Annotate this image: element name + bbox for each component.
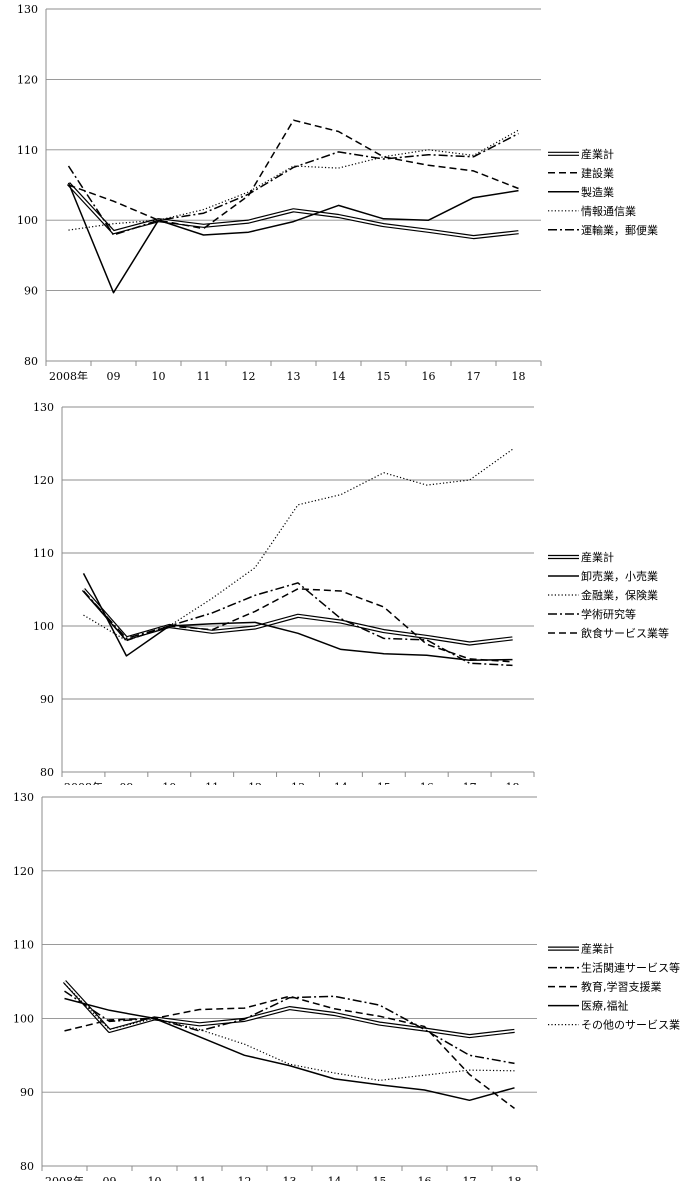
x-tick-label: 12 <box>238 1175 252 1181</box>
x-tick-label: 09 <box>107 370 121 380</box>
legend-label-4: 学術研究等 <box>581 607 636 621</box>
x-tick-label: 17 <box>463 781 477 785</box>
legend-label-1: 産業計 <box>581 147 614 161</box>
y-tick-label: 90 <box>24 285 38 298</box>
series-line-3 <box>64 995 515 1109</box>
x-tick-label: 18 <box>508 1175 522 1181</box>
series-line-2 <box>64 990 515 1065</box>
x-tick-label: 13 <box>287 370 301 380</box>
series-line-1-inner <box>82 588 513 645</box>
y-tick-label: 80 <box>40 766 54 779</box>
legend-label-2: 生活関連サービス等 <box>581 961 680 975</box>
legend-label-3: 金融業，保険業 <box>581 588 658 602</box>
y-tick-label: 110 <box>17 144 38 157</box>
series-line-3 <box>83 448 513 642</box>
x-tick-label: 15 <box>377 781 391 785</box>
x-tick-label: 12 <box>242 370 256 380</box>
x-tick-label: 11 <box>193 1175 207 1181</box>
x-tick-label: 2008年 <box>45 1174 84 1181</box>
series-line-5 <box>67 132 519 236</box>
series-line-2 <box>82 573 513 662</box>
y-tick-label: 120 <box>13 865 34 878</box>
legend-label-2: 建設業 <box>581 166 614 180</box>
x-tick-label: 09 <box>119 781 133 785</box>
legend-label-5: 飲食サービス業等 <box>581 626 669 640</box>
x-tick-label: 18 <box>512 370 526 380</box>
x-tick-label: 11 <box>205 781 219 785</box>
series-line-2 <box>68 119 519 230</box>
x-tick-label: 17 <box>463 1175 477 1181</box>
x-tick-label: 13 <box>291 781 305 785</box>
legend-label-5: その他のサービス業 <box>581 1019 680 1032</box>
legend-label-1: 産業計 <box>581 550 614 564</box>
y-tick-label: 120 <box>17 73 38 86</box>
series-line-5 <box>82 588 513 663</box>
x-tick-label: 14 <box>328 1175 342 1181</box>
series-line-5 <box>64 983 515 1081</box>
x-tick-label: 09 <box>103 1175 117 1181</box>
y-tick-label: 130 <box>13 791 34 804</box>
x-tick-label: 11 <box>197 370 211 380</box>
legend-label-5: 運輸業，郵便業 <box>581 223 658 237</box>
line-chart-2: 80 90 100 110 120 130 2008年 09 10 11 12 13 14 15 16 17 1… <box>33 401 669 785</box>
y-tick-label: 100 <box>13 1012 34 1025</box>
y-tick-label: 100 <box>33 620 54 633</box>
y-tick-label: 80 <box>20 1160 34 1173</box>
series-line-4 <box>82 582 513 667</box>
x-tick-label: 14 <box>334 781 348 785</box>
y-tick-label: 80 <box>24 355 38 368</box>
series-line-1-inner <box>63 980 515 1038</box>
legend-label-4: 医療,福祉 <box>581 999 629 1013</box>
series-line-3 <box>67 182 519 294</box>
legend-label-2: 卸売業，小売業 <box>581 569 658 583</box>
y-tick-label: 110 <box>13 939 34 952</box>
x-tick-label: 16 <box>418 1175 432 1181</box>
y-tick-label: 130 <box>33 401 54 414</box>
x-tick-label: 16 <box>422 370 436 380</box>
y-tick-label: 90 <box>40 693 54 706</box>
x-tick-label: 15 <box>373 1175 387 1181</box>
x-tick-label: 2008年 <box>49 369 88 380</box>
legend-label-3: 製造業 <box>581 185 614 199</box>
x-tick-label: 18 <box>506 781 520 785</box>
series-line-1-inner <box>67 182 519 239</box>
x-tick-label: 2008年 <box>64 780 103 785</box>
legend-label-3: 教育,学習支援業 <box>581 980 662 994</box>
y-tick-label: 120 <box>33 474 54 487</box>
series-line-4 <box>64 997 515 1102</box>
x-tick-label: 14 <box>332 370 346 380</box>
x-tick-label: 15 <box>377 370 391 380</box>
y-tick-label: 130 <box>17 3 38 16</box>
y-tick-label: 90 <box>20 1086 34 1099</box>
series-line-4 <box>68 129 519 231</box>
y-tick-label: 100 <box>17 214 38 227</box>
x-tick-label: 13 <box>283 1175 297 1181</box>
x-tick-label: 17 <box>467 370 481 380</box>
x-tick-label: 10 <box>148 1175 162 1181</box>
line-chart-3: 80 90 100 110 120 130 2008年 09 10 11 12 13 14 15 16 17 1… <box>13 791 680 1181</box>
legend-label-1: 産業計 <box>581 942 614 956</box>
line-chart-1: 80 90 100 110 120 130 2008年 09 10 11 12 13 14 15 16 17 1… <box>17 3 658 380</box>
x-tick-label: 16 <box>420 781 434 785</box>
legend-label-4: 情報通信業 <box>581 205 636 218</box>
x-tick-label: 10 <box>162 781 176 785</box>
y-tick-label: 110 <box>33 547 54 560</box>
x-tick-label: 12 <box>248 781 262 785</box>
x-tick-label: 10 <box>152 370 166 380</box>
